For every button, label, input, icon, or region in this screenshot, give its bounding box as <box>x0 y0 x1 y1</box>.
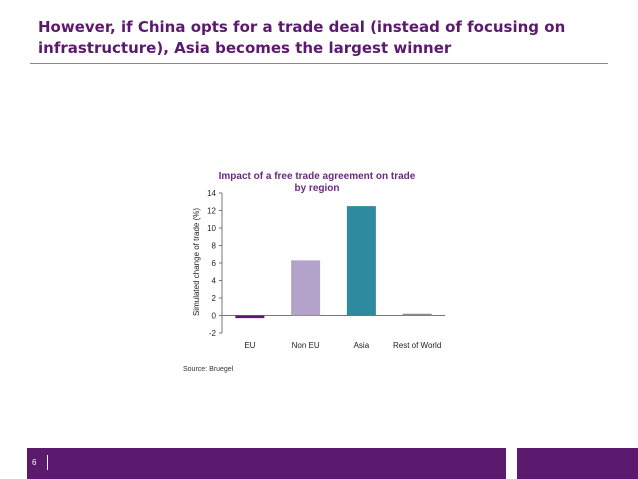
x-tick-label: EU <box>244 341 255 350</box>
page-number: 6 <box>32 458 37 467</box>
y-tick-label: -2 <box>209 329 217 338</box>
footer-bar-right <box>517 448 638 479</box>
chart-bars <box>235 206 432 319</box>
slide-title: However, if China opts for a trade deal … <box>38 17 618 59</box>
bar <box>346 206 376 316</box>
y-axis-label: Simulated change of trade (%) <box>192 208 201 316</box>
title-divider <box>30 63 608 64</box>
bar <box>291 260 321 316</box>
chart-axes <box>219 192 445 334</box>
bar <box>402 313 432 316</box>
y-tick-label: 2 <box>212 294 217 303</box>
slide-title-line-1: However, if China opts for a trade deal … <box>38 18 566 36</box>
y-tick-label: 6 <box>212 259 217 268</box>
slide-title-line-2: infrastructure), Asia becomes the larges… <box>38 39 452 57</box>
y-tick-label: 0 <box>212 312 217 321</box>
x-tick-label: Rest of World <box>393 341 441 350</box>
y-tick-label: 10 <box>207 224 216 233</box>
footer-bar: 6 <box>27 448 506 479</box>
bar <box>235 315 265 319</box>
y-tick-label: 12 <box>207 207 216 216</box>
y-tick-label: 14 <box>207 189 216 198</box>
chart-labels: -2 0 2 4 6 8 10 12 14 EU Non EU Asia Rest of World <box>207 189 441 350</box>
source-note: Source: Bruegel <box>183 366 234 373</box>
chart-title-line-2: by region <box>294 183 339 194</box>
x-tick-label: Non EU <box>292 341 320 350</box>
y-tick-label: 4 <box>212 277 217 286</box>
footer-divider <box>47 455 48 470</box>
y-tick-label: 8 <box>212 242 217 251</box>
chart-title-line-1: Impact of a free trade agreement on trad… <box>219 171 416 182</box>
x-tick-label: Asia <box>354 341 370 350</box>
